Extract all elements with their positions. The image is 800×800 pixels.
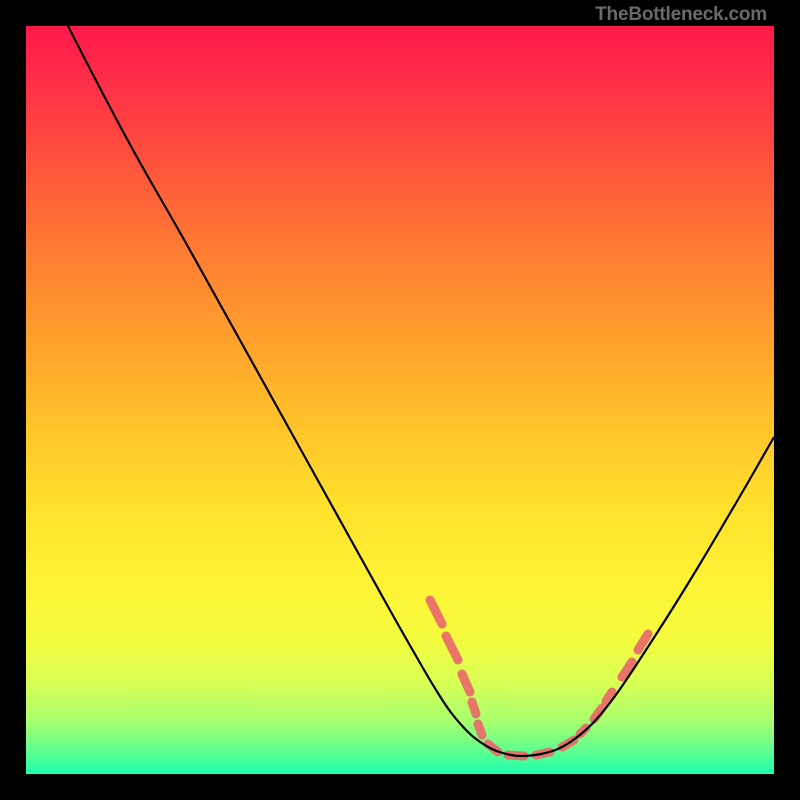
watermark-text: TheBottleneck.com: [595, 4, 767, 26]
chart-frame: TheBottleneck.com: [0, 0, 800, 800]
bottleneck-curve: [68, 26, 774, 756]
plot-area: [26, 26, 774, 774]
highlight-dashes: [430, 600, 648, 756]
curve-layer: [26, 26, 774, 774]
